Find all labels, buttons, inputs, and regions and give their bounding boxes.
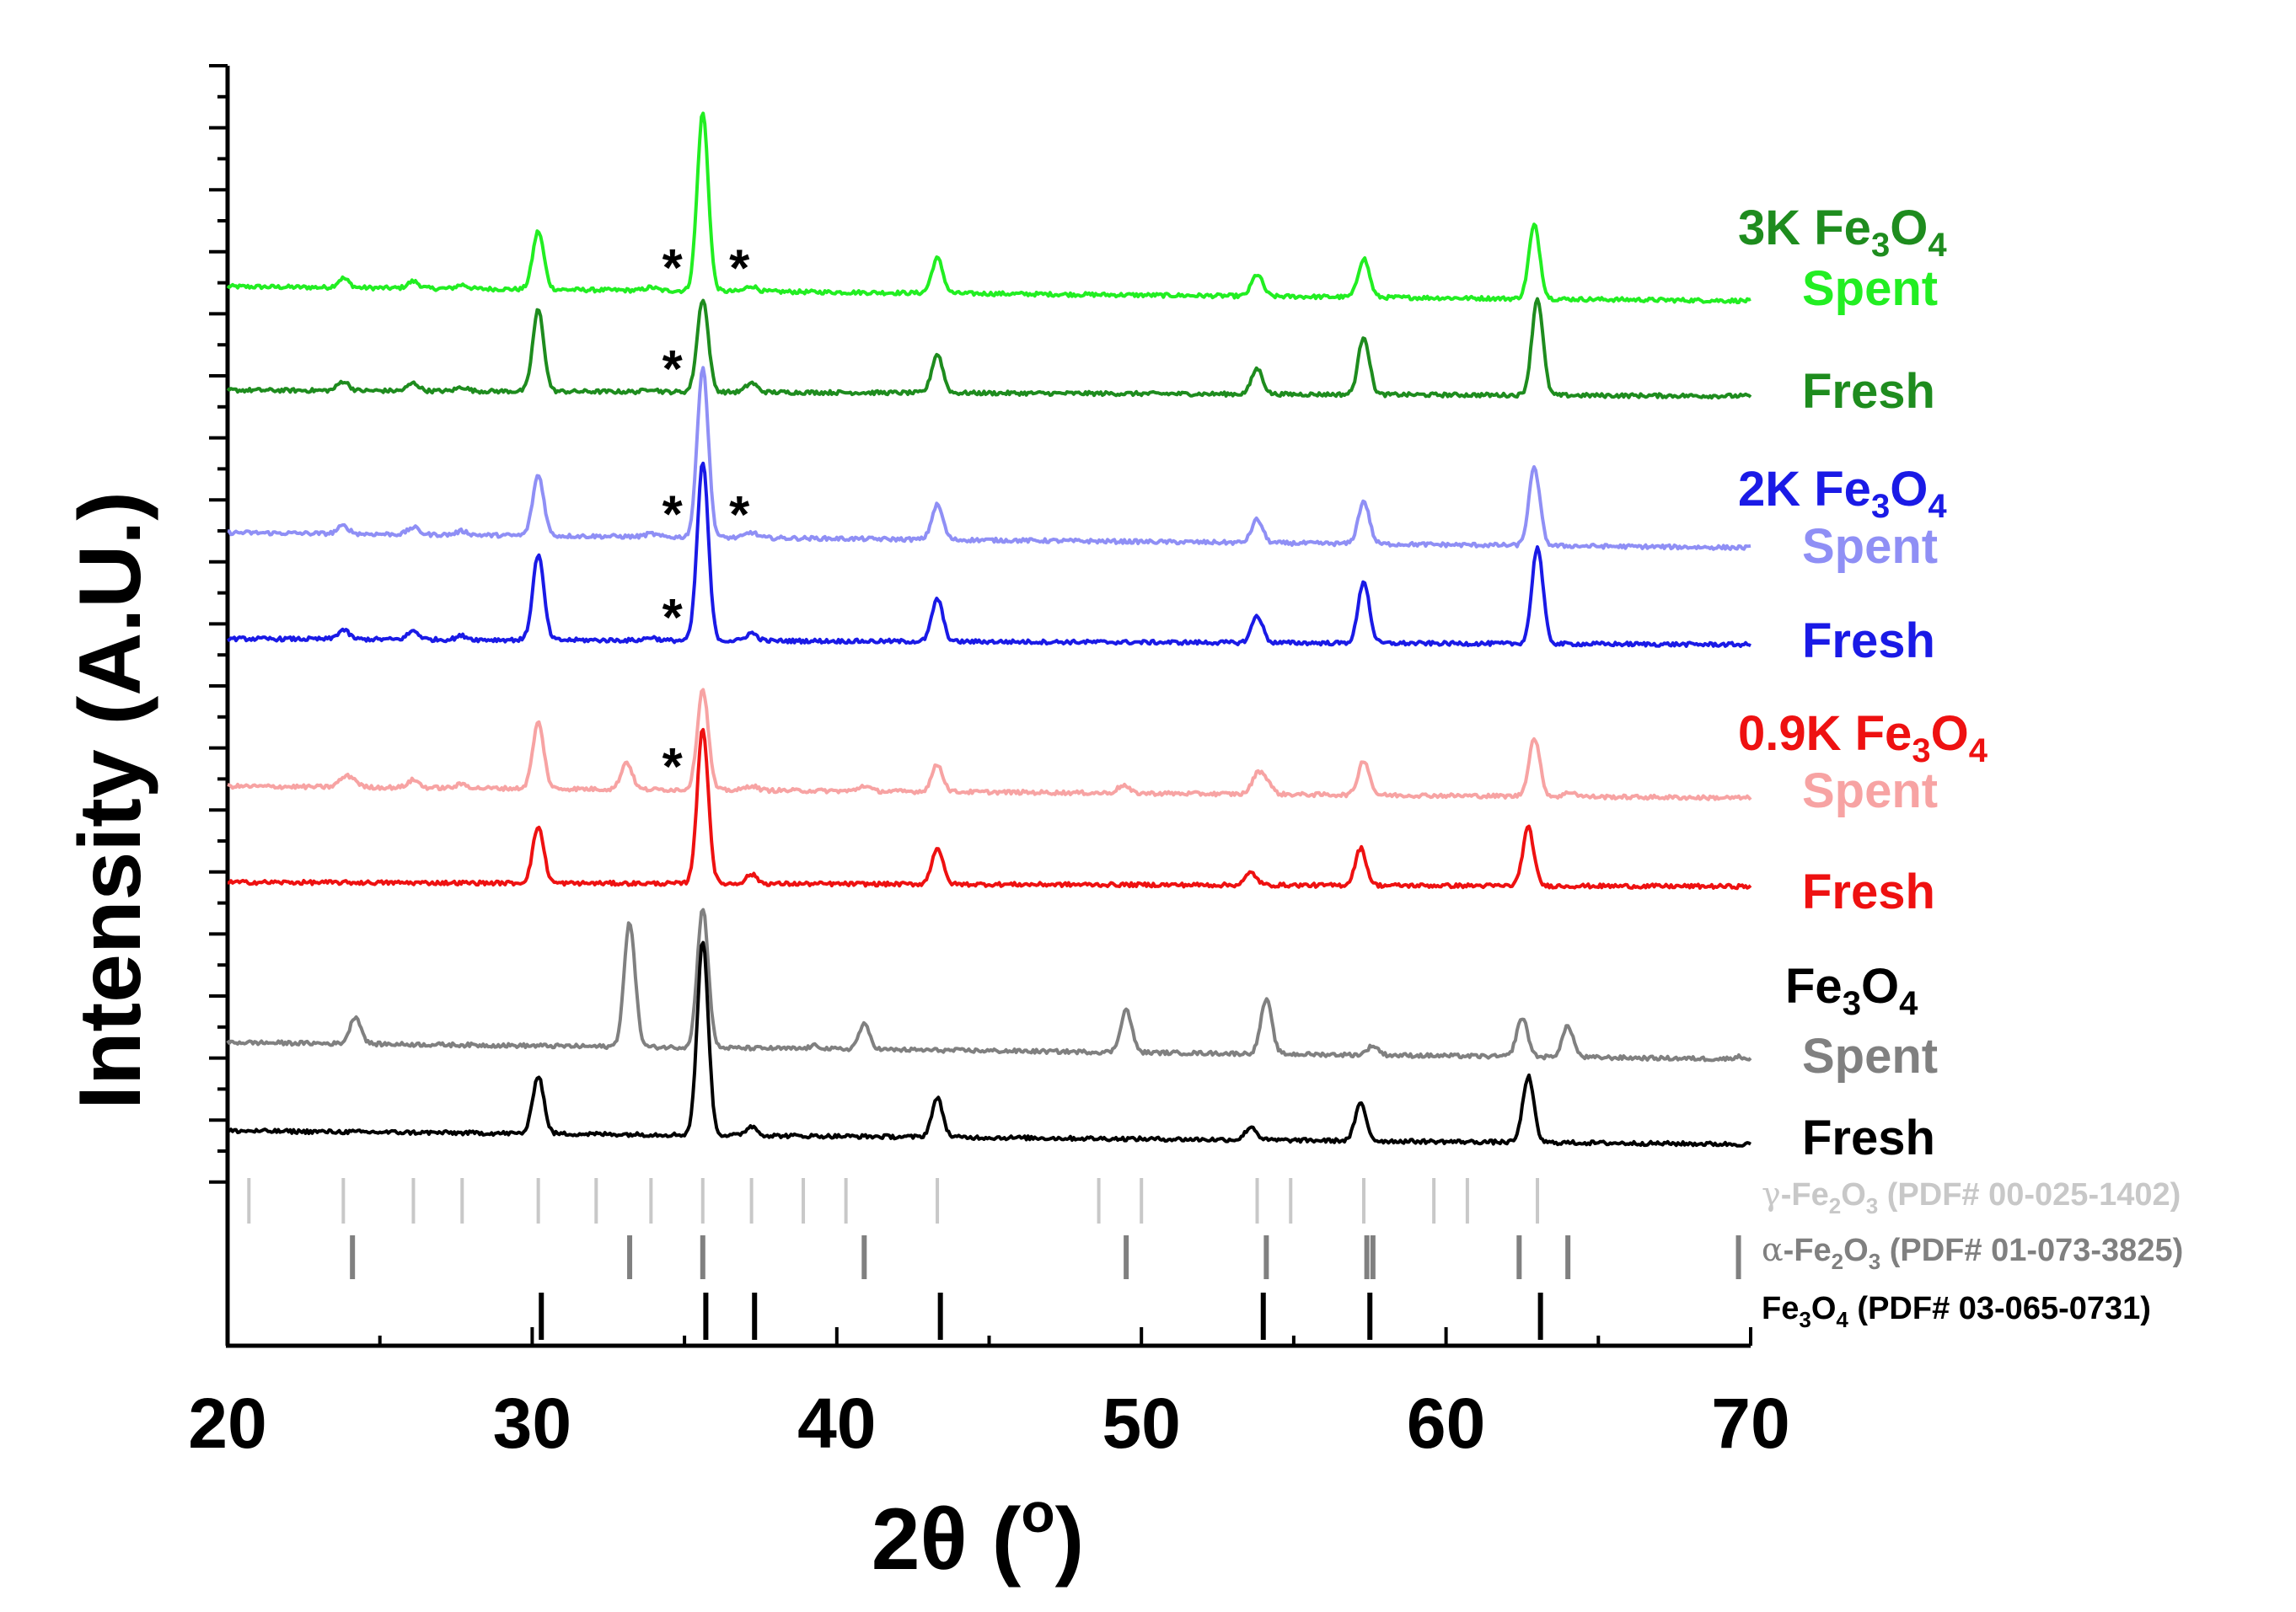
group-label-text: O — [1861, 959, 1899, 1014]
group-label-sub: 3 — [1871, 227, 1890, 264]
reference-text: -Fe — [1784, 1233, 1832, 1268]
asterisk-marker: * — [663, 738, 684, 796]
group-label-sub: 3 — [1871, 488, 1890, 525]
reference-text: O — [1843, 1233, 1869, 1268]
group-label-g2k: 2K Fe3O4 — [1738, 462, 1947, 525]
group-label-text: 0.9K Fe — [1738, 706, 1912, 761]
series-line-s2k_fresh — [227, 461, 1752, 648]
group-label-text: O — [1890, 201, 1928, 255]
reference-greek: α — [1762, 1231, 1784, 1268]
series-line-s09k_spent — [227, 688, 1752, 801]
reference-sub: 3 — [1869, 1249, 1880, 1274]
series-line-s09k_fresh — [227, 727, 1752, 891]
plot-axes: 20 30 40 50 60 70 — [188, 64, 1790, 1463]
reference-text: (PDF# 01-073-3825) — [1880, 1233, 2183, 1268]
group-label-sub: 3 — [1843, 985, 1861, 1022]
group-label-text: 3K Fe — [1738, 201, 1871, 255]
series-label-sfe_fresh: Fresh — [1802, 1111, 1935, 1165]
x-tick-label: 40 — [797, 1384, 876, 1463]
reference-text: (PDF# 03-065-0731) — [1848, 1291, 2151, 1326]
group-label-sub: 4 — [1928, 227, 1947, 264]
group-label-text: O — [1931, 706, 1969, 761]
x-tick-label: 70 — [1711, 1384, 1789, 1463]
x-axis-title-sup: o — [1021, 1481, 1054, 1544]
series-label-s2k_spent: Spent — [1802, 519, 1938, 574]
series-layer — [226, 111, 1752, 1148]
reference-text: (PDF# 00-025-1402) — [1878, 1177, 2181, 1213]
series-line-s3k_fresh — [226, 297, 1752, 400]
x-tick-label: 30 — [493, 1384, 571, 1463]
reference-label-ref_fe3o4: Fe3O4 (PDF# 03-065-0731) — [1762, 1291, 2151, 1332]
group-label-text: O — [1890, 462, 1928, 517]
series-label-s3k_spent: Spent — [1802, 261, 1938, 316]
x-tick-label: 20 — [188, 1384, 266, 1463]
series-label-s09k_fresh: Fresh — [1802, 865, 1935, 919]
x-axis-title-main: 2θ ( — [872, 1491, 1022, 1588]
reference-greek: γ — [1762, 1176, 1781, 1213]
group-label-sub: 4 — [1969, 732, 1988, 769]
group-label-sub: 3 — [1912, 732, 1930, 769]
group-label-sub: 4 — [1899, 985, 1918, 1022]
group-label-text: Fe — [1785, 959, 1843, 1014]
series-label-s2k_fresh: Fresh — [1802, 613, 1935, 668]
reference-text: Fe — [1762, 1291, 1799, 1326]
group-label-g09k: 0.9K Fe3O4 — [1738, 706, 1988, 769]
reference-label-ref_gamma: γ-Fe2O3 (PDF# 00-025-1402) — [1762, 1176, 2181, 1218]
series-label-sfe_spent: Spent — [1802, 1029, 1938, 1084]
reference-text: O — [1811, 1291, 1837, 1326]
series-label-s09k_spent: Spent — [1802, 763, 1938, 818]
series-label-s3k_fresh: Fresh — [1802, 364, 1935, 419]
series-line-s2k_spent — [227, 366, 1752, 551]
asterisk-marker: * — [663, 485, 684, 544]
group-label-sub: 4 — [1928, 488, 1947, 525]
reference-layer: γ-Fe2O3 (PDF# 00-025-1402)α-Fe2O3 (PDF# … — [247, 1176, 2183, 1340]
x-tick-label: 60 — [1407, 1384, 1485, 1463]
reference-text: O — [1841, 1177, 1866, 1213]
reference-text: -Fe — [1781, 1177, 1829, 1213]
x-axis-title-end: ) — [1055, 1491, 1085, 1588]
series-line-sfe_fresh — [227, 940, 1752, 1148]
reference-sub: 2 — [1832, 1249, 1843, 1274]
x-axis-title: 2θ (o) — [872, 1481, 1085, 1588]
series-line-sfe_spent — [226, 908, 1752, 1063]
asterisk-marker: * — [663, 340, 684, 399]
asterisk-marker: * — [663, 589, 684, 647]
reference-sub: 4 — [1836, 1307, 1848, 1332]
asterisk-marker: * — [729, 240, 750, 298]
asterisk-marker: * — [729, 486, 750, 544]
reference-sub: 2 — [1829, 1193, 1841, 1218]
y-axis-title: Intensity (A.U.) — [62, 491, 159, 1110]
group-label-gfe: Fe3O4 — [1785, 959, 1918, 1022]
group-label-text: 2K Fe — [1738, 462, 1871, 517]
reference-sub: 3 — [1866, 1193, 1878, 1218]
x-tick-label: 50 — [1102, 1384, 1180, 1463]
series-line-s3k_spent — [226, 111, 1752, 305]
reference-sub: 3 — [1799, 1307, 1811, 1332]
group-label-g3k: 3K Fe3O4 — [1738, 201, 1947, 264]
reference-label-ref_alpha: α-Fe2O3 (PDF# 01-073-3825) — [1762, 1231, 2183, 1274]
asterisk-marker: * — [663, 239, 684, 297]
label-layer: * * * * * * * Spent Fresh Spent Fresh Spent Fresh Spe… — [663, 201, 1988, 1165]
